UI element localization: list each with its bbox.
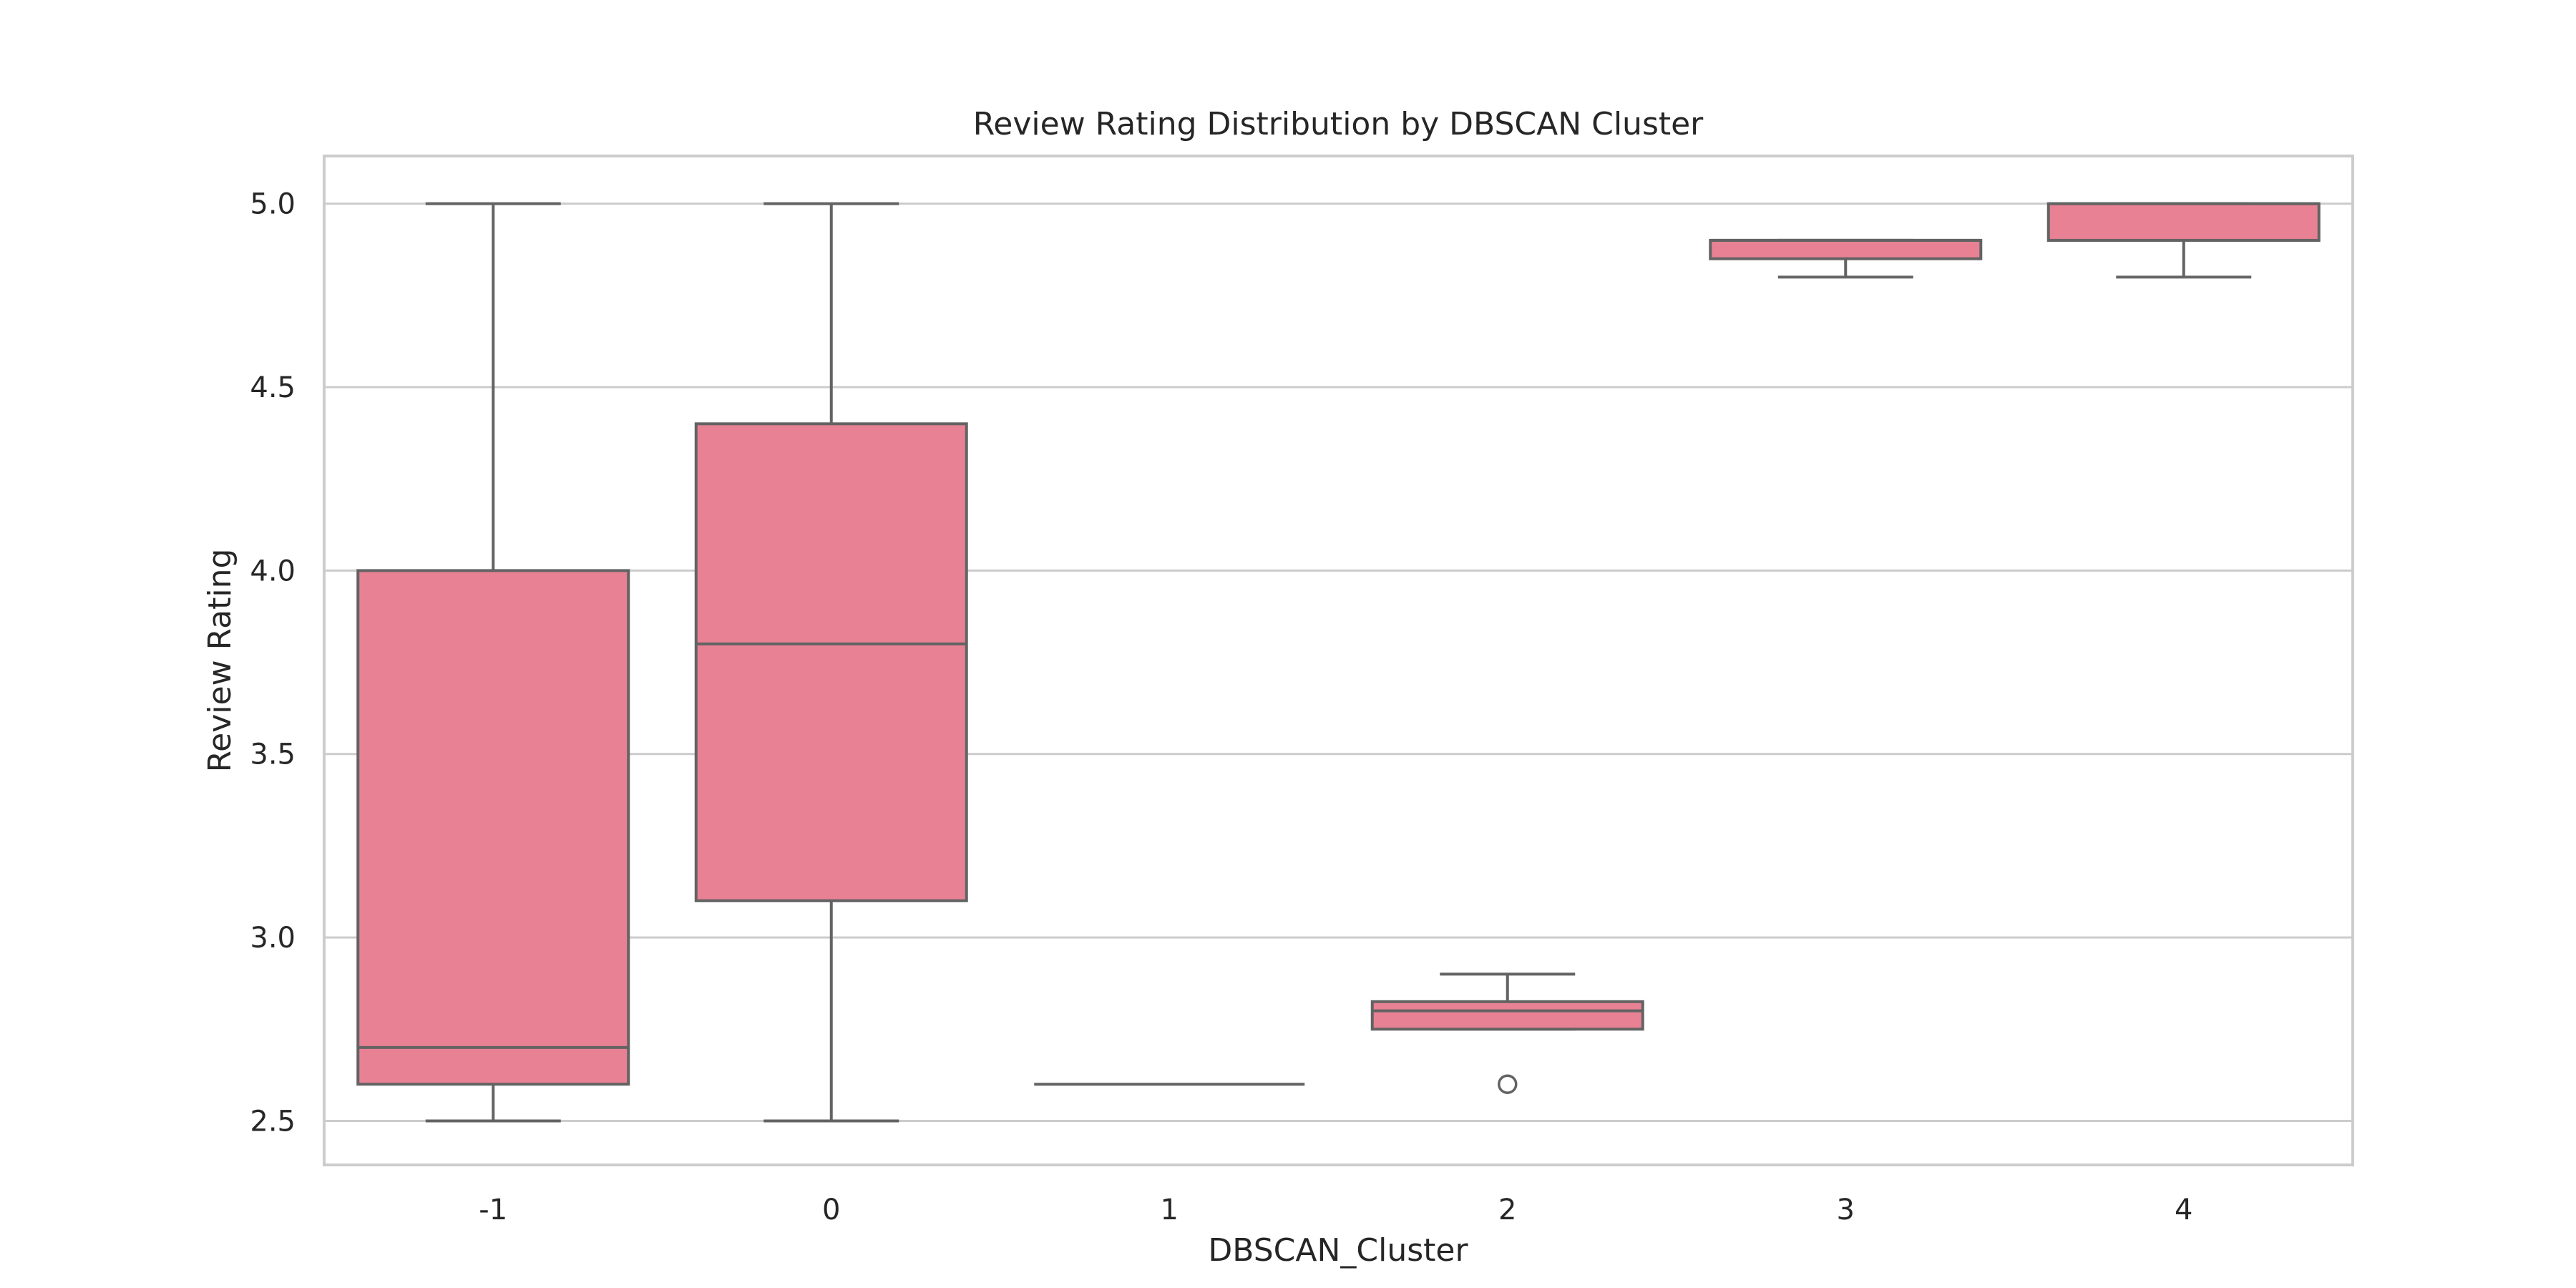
outlier-point	[1498, 1074, 1518, 1094]
x-tick-label: 4	[2175, 1194, 2192, 1226]
y-axis-label: Review Rating	[202, 549, 238, 773]
y-tick-label: 4.0	[250, 555, 296, 587]
x-axis-label: DBSCAN_Cluster	[1208, 1232, 1468, 1269]
box-group-cluster-3	[1709, 238, 1983, 279]
grid-layer	[324, 203, 2353, 1122]
iqr-box	[356, 569, 630, 1086]
x-tick-label: 1	[1161, 1194, 1179, 1226]
x-tick-label: 2	[1498, 1194, 1516, 1226]
iqr-box	[2046, 202, 2321, 242]
iqr-box	[1709, 238, 1983, 260]
y-tick-label: 5.0	[250, 188, 296, 221]
x-tick-label: -1	[479, 1194, 507, 1226]
iqr-box	[1370, 1000, 1644, 1031]
box-group-cluster-0	[694, 202, 968, 1123]
box-group-cluster-2	[1370, 972, 1644, 1094]
iqr-box	[694, 422, 968, 902]
x-tick-label: 3	[1837, 1194, 1855, 1226]
y-tick-label: 3.0	[250, 922, 296, 955]
y-tick-label: 3.5	[250, 738, 296, 771]
box-layer	[356, 202, 2321, 1123]
y-tick-label: 4.5	[250, 371, 296, 404]
y-tick-labels: 2.5 3.0 3.5 4.0 4.5 5.0	[250, 188, 296, 1138]
x-tick-labels: -1 0 1 2 3 4	[479, 1194, 2192, 1226]
x-tick-label: 0	[822, 1194, 840, 1226]
chart-title: Review Rating Distribution by DBSCAN Clu…	[973, 106, 1704, 142]
box-group-cluster-4	[2046, 202, 2321, 279]
plot-area-frame	[323, 155, 2354, 1166]
y-tick-label: 2.5	[250, 1105, 296, 1138]
box-group-cluster--1	[356, 202, 630, 1123]
